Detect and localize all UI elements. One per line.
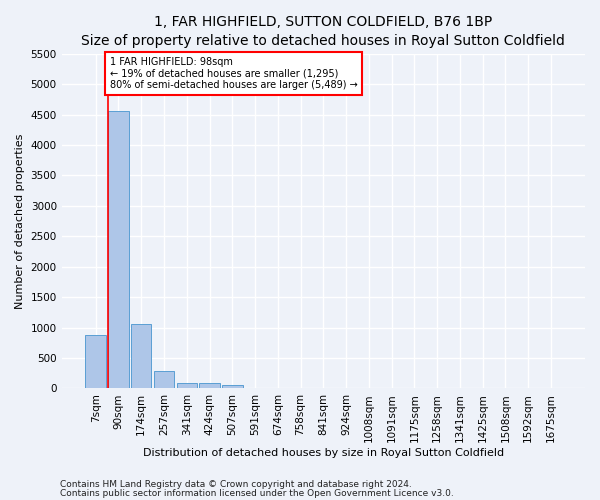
Bar bbox=[199, 384, 220, 388]
Bar bbox=[154, 372, 174, 388]
Bar bbox=[85, 335, 106, 388]
Title: 1, FAR HIGHFIELD, SUTTON COLDFIELD, B76 1BP
Size of property relative to detache: 1, FAR HIGHFIELD, SUTTON COLDFIELD, B76 … bbox=[82, 15, 565, 48]
Bar bbox=[108, 111, 129, 388]
Bar bbox=[131, 324, 151, 388]
Bar bbox=[176, 382, 197, 388]
Bar bbox=[222, 385, 242, 388]
Y-axis label: Number of detached properties: Number of detached properties bbox=[15, 134, 25, 309]
Text: Contains HM Land Registry data © Crown copyright and database right 2024.: Contains HM Land Registry data © Crown c… bbox=[60, 480, 412, 489]
Text: Contains public sector information licensed under the Open Government Licence v3: Contains public sector information licen… bbox=[60, 489, 454, 498]
X-axis label: Distribution of detached houses by size in Royal Sutton Coldfield: Distribution of detached houses by size … bbox=[143, 448, 504, 458]
Text: 1 FAR HIGHFIELD: 98sqm
← 19% of detached houses are smaller (1,295)
80% of semi-: 1 FAR HIGHFIELD: 98sqm ← 19% of detached… bbox=[110, 57, 358, 90]
